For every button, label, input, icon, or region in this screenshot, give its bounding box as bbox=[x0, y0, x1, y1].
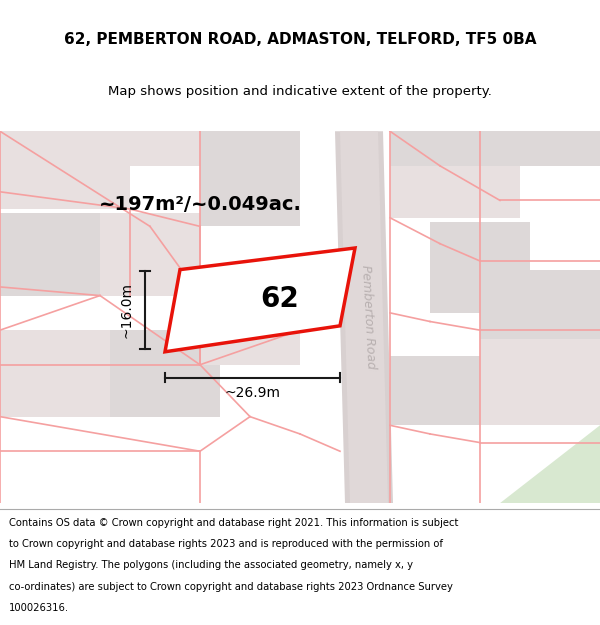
Bar bbox=[0, 131, 200, 166]
Text: to Crown copyright and database rights 2023 and is reproduced with the permissio: to Crown copyright and database rights 2… bbox=[9, 539, 443, 549]
Text: Pemberton Road: Pemberton Road bbox=[359, 265, 377, 369]
Bar bbox=[200, 296, 300, 365]
Polygon shape bbox=[340, 131, 388, 503]
Bar bbox=[430, 222, 530, 313]
Bar bbox=[0, 330, 110, 417]
Text: co-ordinates) are subject to Crown copyright and database rights 2023 Ordnance S: co-ordinates) are subject to Crown copyr… bbox=[9, 582, 453, 592]
Bar bbox=[200, 131, 300, 226]
Text: ~16.0m: ~16.0m bbox=[120, 282, 134, 338]
Text: 62: 62 bbox=[260, 285, 299, 312]
Bar bbox=[100, 213, 200, 296]
Text: ~26.9m: ~26.9m bbox=[224, 386, 281, 400]
Bar bbox=[0, 131, 130, 209]
Bar bbox=[0, 213, 100, 296]
Text: ~197m²/~0.049ac.: ~197m²/~0.049ac. bbox=[98, 195, 301, 214]
Bar bbox=[110, 330, 220, 417]
Text: Contains OS data © Crown copyright and database right 2021. This information is : Contains OS data © Crown copyright and d… bbox=[9, 518, 458, 528]
Polygon shape bbox=[165, 248, 355, 352]
Text: 100026316.: 100026316. bbox=[9, 603, 69, 613]
Text: Map shows position and indicative extent of the property.: Map shows position and indicative extent… bbox=[108, 85, 492, 98]
Bar bbox=[390, 131, 520, 218]
Bar bbox=[480, 339, 600, 425]
Polygon shape bbox=[430, 425, 600, 503]
Bar bbox=[390, 131, 600, 166]
Bar bbox=[480, 269, 600, 339]
Text: HM Land Registry. The polygons (including the associated geometry, namely x, y: HM Land Registry. The polygons (includin… bbox=[9, 561, 413, 571]
Text: 62, PEMBERTON ROAD, ADMASTON, TELFORD, TF5 0BA: 62, PEMBERTON ROAD, ADMASTON, TELFORD, T… bbox=[64, 32, 536, 47]
Polygon shape bbox=[335, 131, 393, 503]
Bar bbox=[390, 356, 480, 425]
